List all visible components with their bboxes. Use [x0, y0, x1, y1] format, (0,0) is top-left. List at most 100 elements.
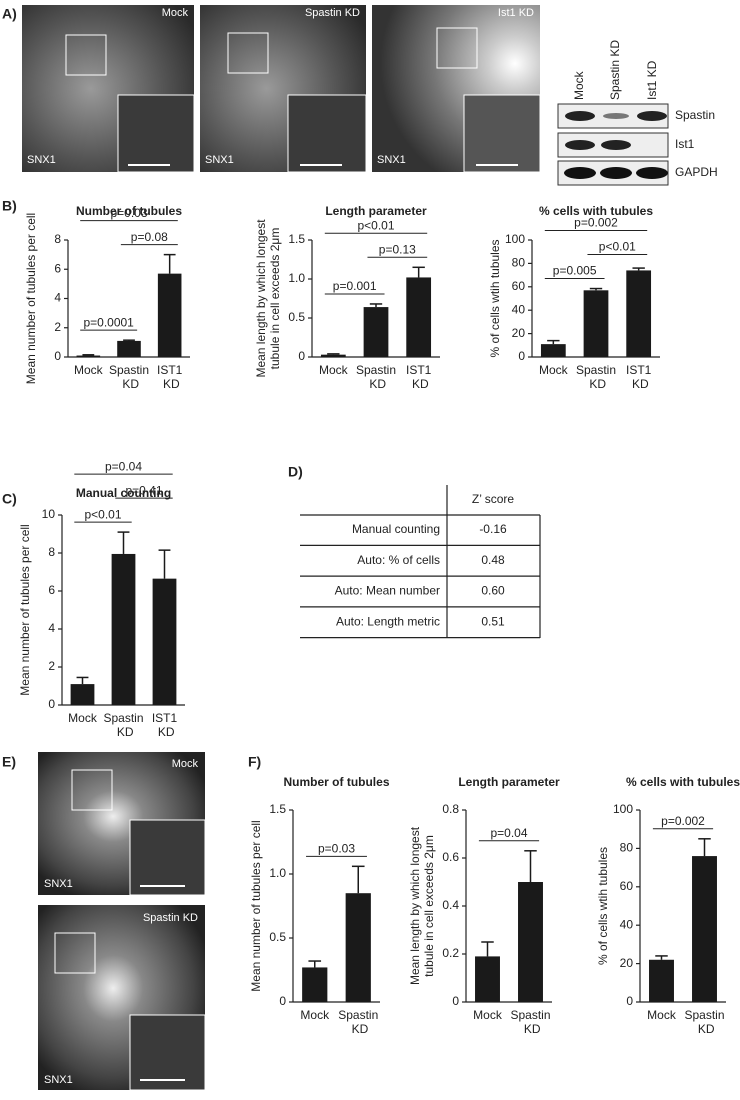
- y-axis-label: Mean number of tubules per cell: [18, 524, 32, 695]
- y-tick-label: 0.8: [442, 802, 459, 816]
- bar: [583, 290, 609, 357]
- y-tick-label: 1.5: [288, 232, 305, 246]
- y-tick-label: 0: [626, 994, 633, 1008]
- lane-label: Ist1 KD: [645, 60, 659, 100]
- y-tick-label: 8: [48, 545, 55, 559]
- inset: [129, 1014, 206, 1091]
- band: [601, 140, 631, 150]
- p-value: p=0.03: [110, 206, 147, 220]
- band: [565, 111, 595, 121]
- y-tick-label: 0.5: [288, 310, 305, 324]
- bar: [70, 684, 95, 705]
- blot-row-label: Ist1: [675, 137, 695, 151]
- band: [564, 167, 596, 179]
- band: [603, 113, 629, 119]
- p-value: p=0.005: [553, 264, 597, 278]
- p-value: p<0.01: [357, 218, 394, 232]
- row-label: Auto: % of cells: [357, 553, 440, 567]
- x-tick-label: Mock: [647, 1008, 677, 1022]
- x-tick-label: Spastin KD: [338, 1008, 378, 1036]
- y-tick-label: 0.6: [442, 850, 459, 864]
- table-header: Z’ score: [472, 492, 515, 506]
- y-tick-label: 0: [298, 349, 305, 363]
- bar: [649, 959, 674, 1002]
- bar: [363, 307, 389, 357]
- x-tick-label: Spastin KD: [103, 711, 143, 739]
- roi-box: [436, 27, 478, 69]
- image-label: Spastin KD: [143, 912, 198, 924]
- y-tick-label: 4: [48, 621, 55, 635]
- x-tick-label: Spastin KD: [684, 1008, 724, 1036]
- bar: [345, 893, 371, 1002]
- lane-label: Mock: [572, 70, 586, 100]
- y-tick-label: 2: [48, 659, 55, 673]
- bar: [76, 355, 101, 357]
- p-value: p=0.08: [131, 230, 168, 244]
- bar: [302, 967, 328, 1002]
- roi-box: [71, 769, 113, 811]
- bar: [117, 340, 141, 357]
- stain-label: SNX1: [205, 154, 234, 166]
- y-tick-label: 0: [518, 349, 525, 363]
- western-blot: Mock Spastin KD Ist1 KD Spastin Ist1 GAP…: [557, 40, 718, 186]
- y-tick-label: 20: [620, 956, 634, 970]
- y-tick-label: 0.2: [442, 946, 459, 960]
- y-axis-label: tubule in cell exceeds 2μm: [268, 228, 282, 370]
- chart-title: % cells with tubules: [539, 204, 653, 218]
- bar: [475, 956, 500, 1002]
- panel-label: A): [2, 6, 17, 22]
- y-tick-label: 6: [48, 583, 55, 597]
- x-tick-label: IST1 KD: [406, 363, 432, 391]
- image-label: Ist1 KD: [498, 7, 534, 19]
- bar: [692, 856, 717, 1002]
- x-tick-label: Spastin KD: [356, 363, 396, 391]
- x-tick-label: IST1 KD: [626, 363, 652, 391]
- y-tick-label: 0: [54, 349, 61, 363]
- x-tick-label: Mock: [68, 711, 98, 725]
- y-tick-label: 100: [613, 802, 633, 816]
- x-tick-label: Mock: [300, 1008, 330, 1022]
- y-tick-label: 0: [452, 994, 459, 1008]
- x-tick-label: Mock: [539, 363, 569, 377]
- chart-title: Number of tubules: [76, 204, 182, 218]
- bar: [626, 270, 652, 357]
- band: [600, 167, 632, 179]
- bar: [540, 344, 566, 357]
- y-tick-label: 0.5: [269, 930, 286, 944]
- y-axis-label: Mean length by which longest: [408, 826, 422, 985]
- y-tick-label: 80: [512, 256, 526, 270]
- panel-e: Mock SNX1 Spastin KD SNX1: [38, 752, 206, 1091]
- p-value: p=0.04: [490, 826, 527, 840]
- zscore-table: Z’ score Manual counting -0.16 Auto: % of …: [300, 485, 541, 639]
- y-tick-label: 10: [42, 507, 56, 521]
- image-label: Spastin KD: [305, 7, 360, 19]
- z-score: -0.16: [479, 522, 507, 536]
- chart-title: Manual counting: [76, 486, 171, 500]
- p-value: p=0.0001: [83, 315, 134, 329]
- x-tick-label: Mock: [319, 363, 349, 377]
- chart-title: Length parameter: [458, 775, 560, 789]
- roi-box: [54, 932, 96, 974]
- bar: [406, 277, 432, 357]
- p-value: p=0.001: [333, 279, 377, 293]
- row-label: Auto: Length metric: [336, 614, 440, 628]
- p-value: p=0.002: [574, 216, 618, 230]
- bar: [152, 578, 177, 705]
- bar: [157, 273, 182, 357]
- p-value: p<0.01: [84, 507, 121, 521]
- blot-row-label: GAPDH: [675, 165, 718, 179]
- panel-label: D): [288, 464, 303, 480]
- inset: [287, 94, 367, 173]
- y-tick-label: 40: [620, 917, 634, 931]
- y-tick-label: 6: [54, 261, 61, 275]
- y-tick-label: 20: [512, 326, 526, 340]
- p-value: p=0.04: [105, 459, 142, 473]
- x-tick-label: Mock: [74, 363, 104, 377]
- y-axis-label: Mean length by which longest: [254, 219, 268, 378]
- x-tick-label: IST1 KD: [152, 711, 178, 739]
- panel-label: B): [2, 198, 17, 214]
- stain-label: SNX1: [377, 154, 406, 166]
- panel-label: E): [2, 754, 16, 770]
- bar: [320, 354, 346, 357]
- inset: [129, 819, 206, 896]
